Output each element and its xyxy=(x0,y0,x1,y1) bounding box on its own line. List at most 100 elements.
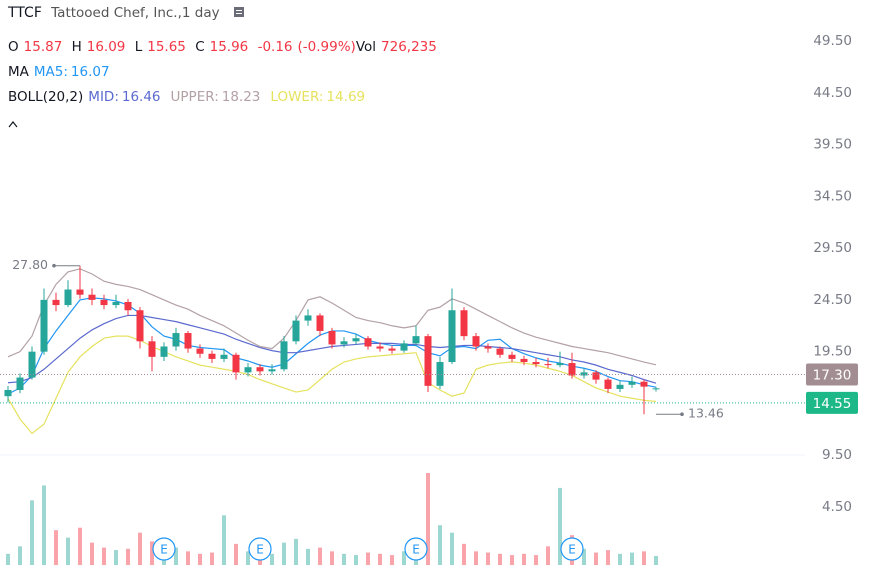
candle-body xyxy=(88,294,96,300)
y-tick-label: 9.50 xyxy=(822,447,852,463)
ma-value: 16.07 xyxy=(70,64,110,80)
indicator-line xyxy=(7,314,657,384)
candle-body xyxy=(568,363,576,376)
volume-bar xyxy=(630,552,634,565)
candle-body xyxy=(472,336,480,347)
volume-bar xyxy=(378,553,382,565)
earnings-event[interactable]: E xyxy=(248,537,272,561)
open-label: O xyxy=(8,39,19,55)
y-tick-label: 44.50 xyxy=(813,85,852,101)
volume-value: 726,235 xyxy=(381,39,437,55)
volume-bar xyxy=(426,473,430,565)
candle-body xyxy=(544,364,552,366)
candle-body xyxy=(52,299,60,306)
volume-bar xyxy=(582,548,586,565)
candle-body xyxy=(316,315,324,331)
candle-body xyxy=(112,301,120,306)
volume-bar xyxy=(618,553,622,565)
y-tick-label: 49.50 xyxy=(813,33,852,49)
candle-body xyxy=(520,358,528,363)
volume-bar xyxy=(114,550,118,565)
change-pct: (-0.99%) xyxy=(297,39,356,55)
earnings-event[interactable]: E xyxy=(560,537,584,561)
high-value: 16.09 xyxy=(86,39,126,55)
y-tick-label: 34.50 xyxy=(813,188,852,204)
change-value: -0.16 xyxy=(257,39,293,55)
candle-body xyxy=(136,310,144,342)
candle-body xyxy=(172,333,180,347)
menu-icon[interactable] xyxy=(233,6,245,18)
volume-bar xyxy=(30,500,34,565)
volume-bar xyxy=(78,527,82,565)
candle-body xyxy=(232,354,240,373)
candle-body xyxy=(436,362,444,386)
candle-body xyxy=(400,343,408,351)
volume-bar xyxy=(402,551,406,565)
volume-bar xyxy=(174,547,178,565)
collapse-icon[interactable] xyxy=(8,121,18,128)
extreme-marker-label: 13.46 xyxy=(688,406,724,421)
candle-body xyxy=(352,338,360,342)
volume-bar xyxy=(246,551,250,565)
y-tick-label: 4.50 xyxy=(822,499,852,515)
symbol-name: Tattooed Chef, Inc.,1 day xyxy=(51,5,220,21)
volume-bar xyxy=(210,552,214,565)
candle-body xyxy=(328,330,336,345)
volume-bar xyxy=(546,546,550,565)
header: TTCF Tattooed Chef, Inc.,1 day xyxy=(8,5,245,21)
volume-bar xyxy=(510,555,514,565)
candle-body xyxy=(28,351,36,378)
candle-body xyxy=(592,372,600,380)
candle-body xyxy=(640,381,648,387)
volume-bar xyxy=(390,555,394,565)
candle-body xyxy=(412,336,420,344)
candle-body xyxy=(364,338,372,347)
low-value: 15.65 xyxy=(147,39,186,55)
upper-value: 18.23 xyxy=(221,89,261,105)
volume-bar xyxy=(606,550,610,565)
candle-body xyxy=(556,363,564,366)
volume-bar xyxy=(474,551,478,565)
candle-body xyxy=(340,341,348,345)
volume-label: Vol xyxy=(355,39,377,55)
candle-body xyxy=(160,346,168,357)
candle-body xyxy=(256,367,264,372)
volume-bar xyxy=(294,538,298,565)
candle-body xyxy=(532,362,540,365)
volume-bar xyxy=(306,548,310,565)
y-tick-label: 19.50 xyxy=(813,344,852,360)
candle-body xyxy=(652,388,660,390)
volume-bar xyxy=(462,543,466,565)
candle-body xyxy=(40,299,48,352)
candle-body xyxy=(124,301,132,311)
lower-value: 14.69 xyxy=(326,89,366,105)
boll-legend: BOLL(20,2) MID: 16.46 UPPER: 18.23 LOWER: 14.6… xyxy=(8,89,370,105)
volume-bar xyxy=(6,553,10,565)
earnings-label: E xyxy=(160,543,168,557)
candle-body xyxy=(580,372,588,376)
boll-title: BOLL(20,2) xyxy=(8,89,84,105)
candle-body xyxy=(16,377,24,390)
earnings-label: E xyxy=(412,543,420,557)
volume-bar xyxy=(498,553,502,565)
earnings-event[interactable]: E xyxy=(404,537,428,561)
volume-bar xyxy=(150,541,154,565)
volume-bar xyxy=(342,553,346,565)
extreme-marker-dot xyxy=(680,412,684,417)
ohlc-legend: O 15.87 H 16.09 L 15.65 C 15.96 -0.16 (-0.99%… xyxy=(8,39,442,55)
extreme-marker-label: 27.80 xyxy=(12,257,48,272)
candle-body xyxy=(184,333,192,349)
high-label: H xyxy=(71,39,82,55)
volume-bar xyxy=(54,530,58,565)
volume-bar xyxy=(366,552,370,565)
volume-bar xyxy=(126,548,130,565)
volume-bar xyxy=(186,551,190,565)
earnings-circle xyxy=(560,537,584,561)
open-value: 15.87 xyxy=(23,39,63,55)
volume-bar xyxy=(66,537,70,565)
mid-name: MID: xyxy=(88,89,119,105)
volume-bar xyxy=(270,553,274,565)
earnings-event[interactable]: E xyxy=(152,537,176,561)
candle-body xyxy=(100,299,108,306)
